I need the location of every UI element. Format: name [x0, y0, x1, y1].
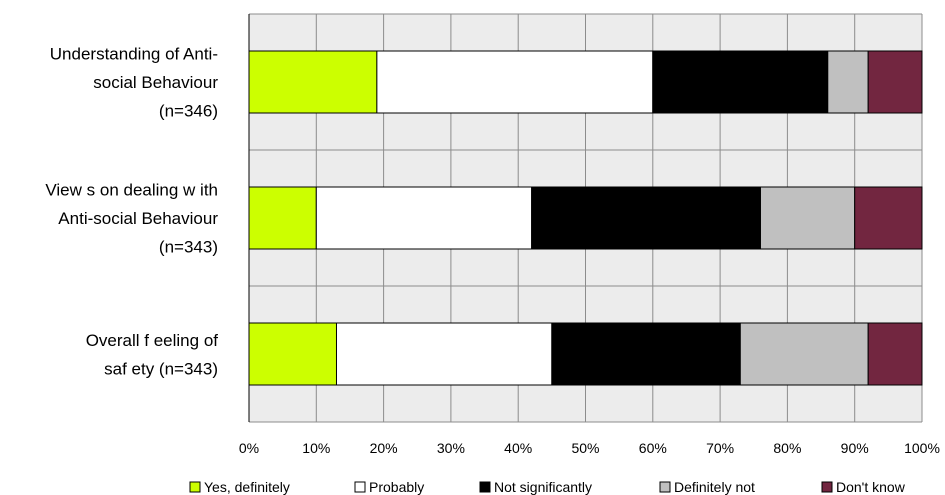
x-tick-label: 50% — [571, 440, 599, 456]
bar-segment-3-2 — [739, 322, 869, 386]
legend-label: Don't know — [836, 479, 906, 495]
legend-swatch — [189, 481, 201, 493]
x-axis-tick-labels: 0% 10% 20% 30% 40% 50% 60% 70% 80% 90% 100% — [239, 440, 940, 456]
bar-segment-3-0 — [827, 50, 869, 114]
bar-segment-1-1 — [315, 186, 533, 250]
bar-segment-1-0 — [376, 50, 654, 114]
category-label: (n=343) — [159, 238, 218, 257]
bars — [248, 50, 923, 386]
legend-label: Yes, definitely — [204, 479, 290, 495]
bar-segment-2-2 — [551, 322, 741, 386]
x-tick-label: 60% — [639, 440, 667, 456]
bar-segment-0-1 — [248, 186, 317, 250]
bar-segment-0-2 — [248, 322, 337, 386]
legend-item: Probably — [354, 479, 424, 495]
bar-segment-2-1 — [531, 186, 761, 250]
legend-label: Definitely not — [674, 479, 755, 495]
x-tick-label: 20% — [370, 440, 398, 456]
x-tick-label: 90% — [841, 440, 869, 456]
bar-segment-4-1 — [854, 186, 923, 250]
bar-segment-2-0 — [652, 50, 829, 114]
bar-segment-4-2 — [867, 322, 923, 386]
legend-item: Definitely not — [659, 479, 755, 495]
legend: Yes, definitely Probably Not significantly… — [189, 479, 906, 495]
bar-segment-3-1 — [759, 186, 856, 250]
bar-segment-1-2 — [335, 322, 553, 386]
x-tick-label: 80% — [773, 440, 801, 456]
x-tick-label: 100% — [904, 440, 940, 456]
legend-swatch — [821, 481, 833, 493]
legend-label: Not significantly — [494, 479, 592, 495]
x-tick-label: 70% — [706, 440, 734, 456]
legend-swatch — [659, 481, 671, 493]
legend-item: Yes, definitely — [189, 479, 290, 495]
x-tick-label: 0% — [239, 440, 259, 456]
category-label: Overall f eeling of — [86, 331, 219, 350]
category-labels: Understanding of Anti-social Behaviour (n… — [45, 45, 218, 379]
bar-segment-0-0 — [248, 50, 378, 114]
legend-swatch — [354, 481, 366, 493]
category-label: social Behaviour — [93, 73, 218, 92]
legend-item: Not significantly — [479, 479, 592, 495]
legend-label: Probably — [369, 479, 424, 495]
legend-swatch — [479, 481, 491, 493]
category-label: View s on dealing w ith — [45, 181, 218, 200]
x-tick-label: 40% — [504, 440, 532, 456]
category-label: Anti-social Behaviour — [58, 209, 218, 228]
category-label: (n=346) — [159, 102, 218, 121]
x-tick-label: 30% — [437, 440, 465, 456]
bar-segment-4-0 — [867, 50, 923, 114]
category-label: Understanding of Anti- — [50, 45, 218, 64]
category-label: saf ety (n=343) — [104, 359, 218, 378]
legend-item: Don't know — [821, 479, 906, 495]
x-tick-label: 10% — [302, 440, 330, 456]
